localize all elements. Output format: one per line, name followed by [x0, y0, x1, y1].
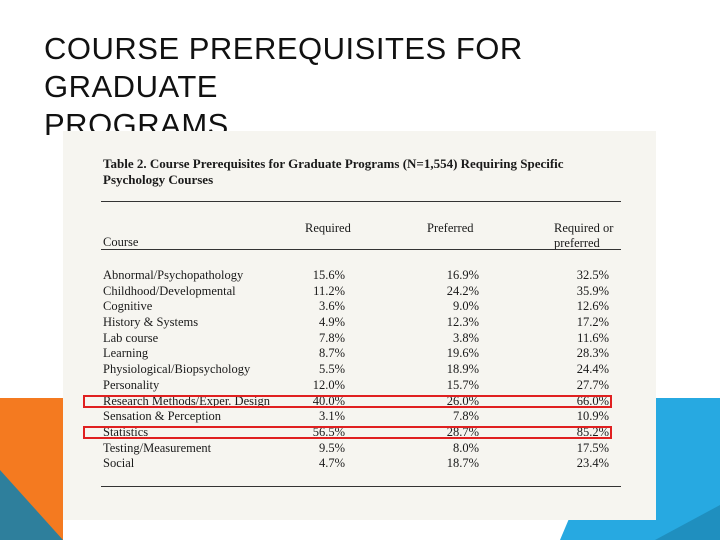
- cell-preferred: 7.8%: [452, 409, 479, 424]
- slide-title: COURSE PREREQUISITES FOR GRADUATE PROGRA…: [44, 30, 664, 144]
- cell-required-or-preferred: 24.4%: [576, 362, 609, 377]
- table-row: Statistics 56.5% 28.7% 85.2%: [103, 425, 623, 441]
- table-caption-line-1: Table 2. Course Prerequisites for Gradua…: [103, 156, 564, 171]
- cell-required: 7.8%: [318, 330, 345, 345]
- table-row: History & Systems 4.9% 12.3% 17.2%: [103, 315, 623, 331]
- header-required-or-preferred: Required or preferred: [554, 221, 634, 251]
- cell-required-or-preferred: 27.7%: [576, 377, 609, 392]
- highlight-box-research-methods: [83, 395, 612, 408]
- cell-required-or-preferred: 85.2%: [576, 424, 609, 439]
- cell-preferred: 19.6%: [446, 346, 479, 361]
- cell-course: History & Systems: [103, 315, 199, 330]
- cell-course: Personality: [103, 377, 160, 392]
- cell-preferred: 12.3%: [446, 315, 479, 330]
- cell-required: 12.0%: [312, 377, 345, 392]
- cell-course: Learning: [103, 346, 149, 361]
- cell-required-or-preferred: 66.0%: [576, 393, 609, 408]
- header-required-or-preferred-line-2: preferred: [554, 236, 600, 250]
- cell-required-or-preferred: 28.3%: [576, 346, 609, 361]
- cell-preferred: 3.8%: [452, 330, 479, 345]
- cell-required-or-preferred: 23.4%: [576, 456, 609, 471]
- cell-preferred: 15.7%: [446, 377, 479, 392]
- header-required: Required: [305, 221, 351, 235]
- table-header-rule: [101, 249, 621, 250]
- header-required-or-preferred-line-1: Required or: [554, 221, 614, 235]
- cell-course: Sensation & Perception: [103, 409, 222, 424]
- table-row: Learning 8.7% 19.6% 28.3%: [103, 346, 623, 362]
- cell-preferred: 28.7%: [446, 424, 479, 439]
- header-preferred: Preferred: [427, 221, 474, 235]
- table-row: Personality 12.0% 15.7% 27.7%: [103, 378, 623, 394]
- cell-required: 4.9%: [318, 315, 345, 330]
- cell-course: Research Methods/Exper. Design: [103, 393, 270, 408]
- table-row: Physiological/Biopsychology 5.5% 18.9% 24.4…: [103, 362, 623, 378]
- table-row: Cognitive 3.6% 9.0% 12.6%: [103, 299, 623, 315]
- cell-required: 3.6%: [318, 299, 345, 314]
- table-body: Abnormal/Psychopathology 15.6% 16.9% 32.5% C…: [103, 268, 623, 472]
- table-caption: Table 2. Course Prerequisites for Gradua…: [103, 156, 623, 188]
- cell-course: Social: [103, 456, 135, 471]
- cell-required: 15.6%: [312, 268, 345, 282]
- cell-required-or-preferred: 32.5%: [576, 268, 609, 282]
- teal-corner-shape-right: [655, 505, 720, 540]
- slide-title-line-1: COURSE PREREQUISITES FOR GRADUATE: [44, 31, 523, 104]
- table-row: Testing/Measurement 9.5% 8.0% 17.5%: [103, 441, 623, 457]
- table-row: Social 4.7% 18.7% 23.4%: [103, 456, 623, 472]
- cell-course: Testing/Measurement: [103, 440, 212, 455]
- cell-required: 5.5%: [318, 362, 345, 377]
- cell-preferred: 26.0%: [446, 393, 479, 408]
- cell-required: 40.0%: [312, 393, 345, 408]
- cell-required: 3.1%: [318, 409, 345, 424]
- cell-required-or-preferred: 35.9%: [576, 283, 609, 298]
- cell-preferred: 18.7%: [446, 456, 479, 471]
- cell-course: Physiological/Biopsychology: [103, 362, 251, 377]
- table-caption-line-2: Psychology Courses: [103, 172, 214, 187]
- table-row: Childhood/Developmental 11.2% 24.2% 35.9%: [103, 284, 623, 300]
- table-row: Abnormal/Psychopathology 15.6% 16.9% 32.5%: [103, 268, 623, 284]
- table-top-rule: [101, 201, 621, 202]
- cell-preferred: 16.9%: [446, 268, 479, 282]
- cell-course: Statistics: [103, 424, 149, 439]
- cell-course: Cognitive: [103, 299, 153, 314]
- table-row: Research Methods/Exper. Design 40.0% 26.0%…: [103, 394, 623, 410]
- cell-preferred: 24.2%: [446, 283, 479, 298]
- cell-required: 4.7%: [318, 456, 345, 471]
- cell-required-or-preferred: 10.9%: [576, 409, 609, 424]
- cell-required-or-preferred: 11.6%: [577, 330, 609, 345]
- cell-preferred: 8.0%: [452, 440, 479, 455]
- table-bottom-rule: [101, 486, 621, 487]
- cell-preferred: 9.0%: [452, 299, 479, 314]
- cell-required-or-preferred: 17.2%: [576, 315, 609, 330]
- highlight-box-statistics: [83, 426, 612, 439]
- table-row: Lab course 7.8% 3.8% 11.6%: [103, 331, 623, 347]
- cell-required-or-preferred: 12.6%: [576, 299, 609, 314]
- teal-corner-shape-left: [0, 470, 63, 540]
- header-course: Course: [103, 235, 139, 249]
- cell-course: Childhood/Developmental: [103, 283, 236, 298]
- table-row: Sensation & Perception 3.1% 7.8% 10.9%: [103, 409, 623, 425]
- cell-required: 56.5%: [312, 424, 345, 439]
- cell-required: 11.2%: [313, 283, 345, 298]
- cell-preferred: 18.9%: [446, 362, 479, 377]
- cell-required-or-preferred: 17.5%: [576, 440, 609, 455]
- cell-required: 8.7%: [318, 346, 345, 361]
- cell-course: Abnormal/Psychopathology: [103, 268, 244, 282]
- cell-course: Lab course: [103, 330, 159, 345]
- cell-required: 9.5%: [318, 440, 345, 455]
- scanned-table-image: Table 2. Course Prerequisites for Gradua…: [63, 131, 656, 520]
